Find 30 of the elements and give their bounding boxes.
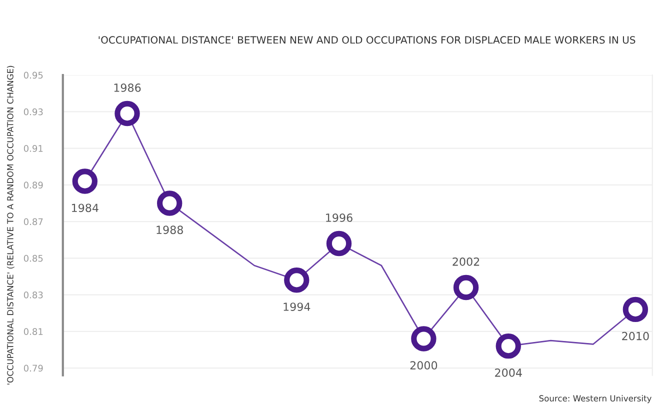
annotation: 2000 [410, 361, 438, 370]
point [72, 168, 98, 194]
point [284, 268, 310, 293]
y-tick-label: 0.87 [24, 218, 43, 226]
y-tick-label: 0.85 [24, 254, 43, 262]
annotation: 2002 [452, 257, 480, 266]
source-note: Source: Western University [539, 395, 652, 404]
annotation: 2004 [495, 368, 522, 377]
point [453, 274, 479, 300]
annotation: 1996 [326, 214, 352, 222]
annotation: 1986 [114, 84, 141, 92]
y-tick-label: 0.93 [24, 108, 43, 116]
y-tick-label: 0.89 [24, 182, 43, 188]
annotation: 2010 [622, 332, 649, 340]
y-tick-label: 0.81 [24, 328, 43, 335]
point [114, 100, 140, 126]
y-tick-label: 0.95 [24, 72, 43, 79]
y-axis-title: 'OCCUPATIONAL DISTANCE' (RELATIVE TO A RANDOM OCCUPATION CHANGE) [6, 66, 14, 384]
point [157, 190, 182, 216]
point [326, 230, 352, 256]
point [496, 333, 521, 359]
y-tick-label: 0.91 [24, 145, 43, 152]
point [622, 296, 648, 322]
y-tick-label: 0.83 [24, 292, 43, 298]
annotation: 1994 [284, 302, 310, 311]
y-tick-label: 0.79 [24, 364, 43, 372]
chart-title: 'OCCUPATIONAL DISTANCE' BETWEEN NEW AND OLD OCCUPATIONS FOR DISPLACED MALE WORKERS IN US [98, 36, 636, 44]
annotation: 1988 [156, 226, 183, 234]
annotation: 1984 [72, 204, 98, 212]
point [411, 326, 436, 352]
